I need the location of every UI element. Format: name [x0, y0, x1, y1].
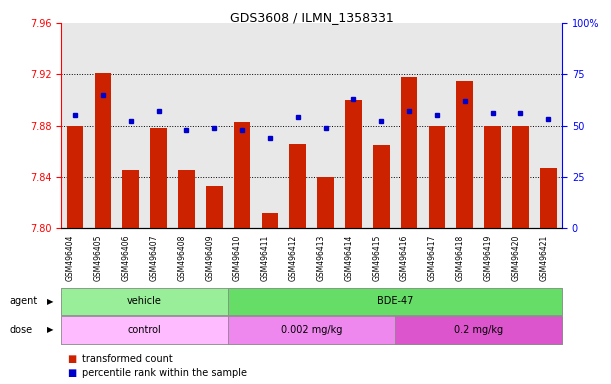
Text: ▶: ▶ [47, 325, 53, 334]
Text: GSM496419: GSM496419 [483, 235, 492, 281]
Text: GSM496416: GSM496416 [400, 235, 409, 281]
Bar [262, 213, 278, 228]
Bar [401, 77, 417, 228]
Text: control: control [128, 325, 161, 335]
Bar [540, 168, 557, 228]
Text: dose: dose [9, 325, 32, 335]
Text: ■: ■ [67, 354, 76, 364]
Text: GSM496407: GSM496407 [150, 235, 158, 281]
Text: GSM496414: GSM496414 [345, 235, 353, 281]
Text: GDS3608 / ILMN_1358331: GDS3608 / ILMN_1358331 [230, 12, 393, 25]
Bar [150, 128, 167, 228]
Text: GSM496410: GSM496410 [233, 235, 242, 281]
Bar [317, 177, 334, 228]
Bar [95, 73, 111, 228]
Bar [206, 186, 222, 228]
Text: GSM496420: GSM496420 [511, 235, 521, 281]
Text: GSM496413: GSM496413 [316, 235, 326, 281]
Bar [233, 122, 251, 228]
Bar [428, 126, 445, 228]
Text: ■: ■ [67, 368, 76, 378]
Text: GSM496421: GSM496421 [539, 235, 548, 281]
Text: GSM496412: GSM496412 [288, 235, 298, 281]
Text: transformed count: transformed count [82, 354, 174, 364]
Text: GSM496411: GSM496411 [261, 235, 270, 281]
Bar [484, 126, 501, 228]
Text: GSM496405: GSM496405 [94, 235, 103, 281]
Bar [512, 126, 529, 228]
Text: percentile rank within the sample: percentile rank within the sample [82, 368, 247, 378]
Text: GSM496409: GSM496409 [205, 235, 214, 281]
Bar [373, 145, 390, 228]
Text: vehicle: vehicle [127, 296, 162, 306]
Text: GSM496404: GSM496404 [66, 235, 75, 281]
Bar [67, 126, 83, 228]
Text: BDE-47: BDE-47 [377, 296, 413, 306]
Text: agent: agent [9, 296, 37, 306]
Text: GSM496408: GSM496408 [177, 235, 186, 281]
Text: 0.2 mg/kg: 0.2 mg/kg [454, 325, 503, 335]
Text: GSM496406: GSM496406 [122, 235, 131, 281]
Text: 0.002 mg/kg: 0.002 mg/kg [281, 325, 342, 335]
Text: GSM496417: GSM496417 [428, 235, 437, 281]
Text: ▶: ▶ [47, 297, 53, 306]
Text: GSM496415: GSM496415 [372, 235, 381, 281]
Bar [122, 170, 139, 228]
Bar [456, 81, 473, 228]
Bar [345, 100, 362, 228]
Text: GSM496418: GSM496418 [456, 235, 465, 281]
Bar [178, 170, 195, 228]
Bar [290, 144, 306, 228]
